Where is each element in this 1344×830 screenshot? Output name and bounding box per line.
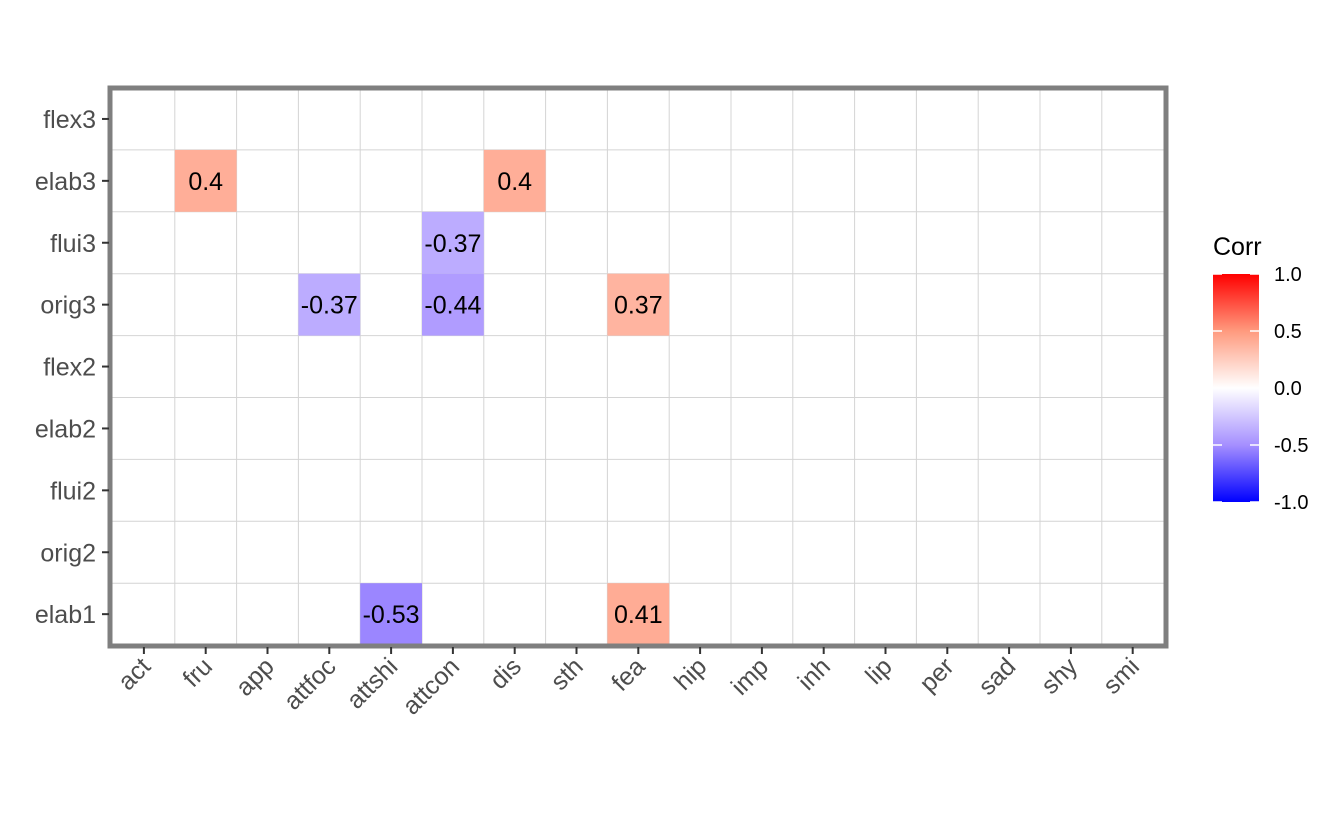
legend-tick-label: 0.5: [1274, 321, 1302, 343]
cell-label-fea-orig3: 0.37: [614, 292, 663, 320]
x-tick-label-sad: sad: [973, 652, 1021, 700]
y-tick-label-flui2: flui2: [50, 477, 96, 505]
y-tick-label-orig3: orig3: [40, 292, 96, 320]
cell-labels: 0.4 0.4 -0.37 -0.37 -0.44 0.37 -0.53 0.41: [188, 168, 662, 629]
legend-tick-label: -1.0: [1274, 492, 1308, 514]
y-tick-label-elab1: elab1: [35, 601, 96, 629]
cell-label-fea-elab1: 0.41: [614, 601, 663, 629]
heatmap-cell-fea-orig3: [607, 273, 670, 336]
y-tick-label-orig2: orig2: [40, 539, 96, 567]
x-tick-label-fru: fru: [178, 652, 218, 692]
cell-label-attcon-flui3: -0.37: [424, 230, 481, 258]
heatmap-cells: [174, 149, 670, 646]
y-tick-label-elab2: elab2: [35, 415, 96, 443]
legend-title: Corr: [1213, 233, 1262, 261]
x-tick-label-act: act: [113, 652, 156, 695]
x-tick-label-per: per: [914, 652, 959, 697]
legend-tick-label: -0.5: [1274, 435, 1308, 457]
y-tick-label-flex3: flex3: [43, 106, 96, 134]
heatmap-cell-dis-elab3: [483, 149, 546, 212]
x-tick-label-sth: sth: [545, 652, 588, 695]
cell-label-attfoc-orig3: -0.37: [301, 292, 358, 320]
heatmap-cell-attcon-orig3: [422, 273, 484, 336]
x-tick-label-imp: imp: [726, 652, 774, 700]
panel-background: [110, 88, 1166, 646]
x-tick-label-hip: hip: [669, 652, 712, 695]
panel-border: [107, 85, 1169, 649]
legend-tick-label: 1.0: [1274, 264, 1302, 286]
cell-label-attshi-elab1: -0.53: [363, 601, 420, 629]
cell-label-attcon-orig3: -0.44: [424, 292, 481, 320]
legend-ticks: 1.0 0.5 0.0 -0.5 -1.0: [1213, 264, 1308, 514]
y-tick-label-flex2: flex2: [43, 354, 96, 382]
heatmap-cell-attshi-elab1: [360, 583, 422, 646]
x-tick-label-attshi: attshi: [341, 652, 403, 714]
x-tick-label-smi: smi: [1098, 652, 1145, 699]
legend: Corr 1.0 0.5 0.0 -0.5 -1.0: [1213, 233, 1308, 514]
x-tick-label-app: app: [230, 652, 279, 701]
heatmap-cell-fru-elab3: [174, 149, 237, 212]
x-tick-label-fea: fea: [606, 652, 650, 696]
x-tick-label-attfoc: attfoc: [278, 652, 341, 715]
x-tick-label-lip: lip: [860, 652, 897, 689]
x-tick-label-shy: shy: [1036, 652, 1084, 700]
legend-tick-label: 0.0: [1274, 378, 1302, 400]
x-tick-label-attcon: attcon: [397, 652, 465, 720]
heatmap-cell-attfoc-orig3: [298, 273, 361, 336]
heatmap-cell-attcon-flui3: [422, 211, 484, 274]
x-tick-label-dis: dis: [485, 652, 527, 694]
heatmap-cell-fea-elab1: [607, 583, 670, 646]
y-tick-label-flui3: flui3: [50, 230, 96, 258]
cell-label-fru-elab3: 0.4: [188, 168, 223, 196]
y-tick-label-elab3: elab3: [35, 168, 96, 196]
cell-label-dis-elab3: 0.4: [497, 168, 532, 196]
x-tick-label-inh: inh: [793, 652, 836, 695]
y-axis: flex3 elab3 flui3 orig3 flex2 elab2 flui2 orig2…: [35, 106, 109, 629]
